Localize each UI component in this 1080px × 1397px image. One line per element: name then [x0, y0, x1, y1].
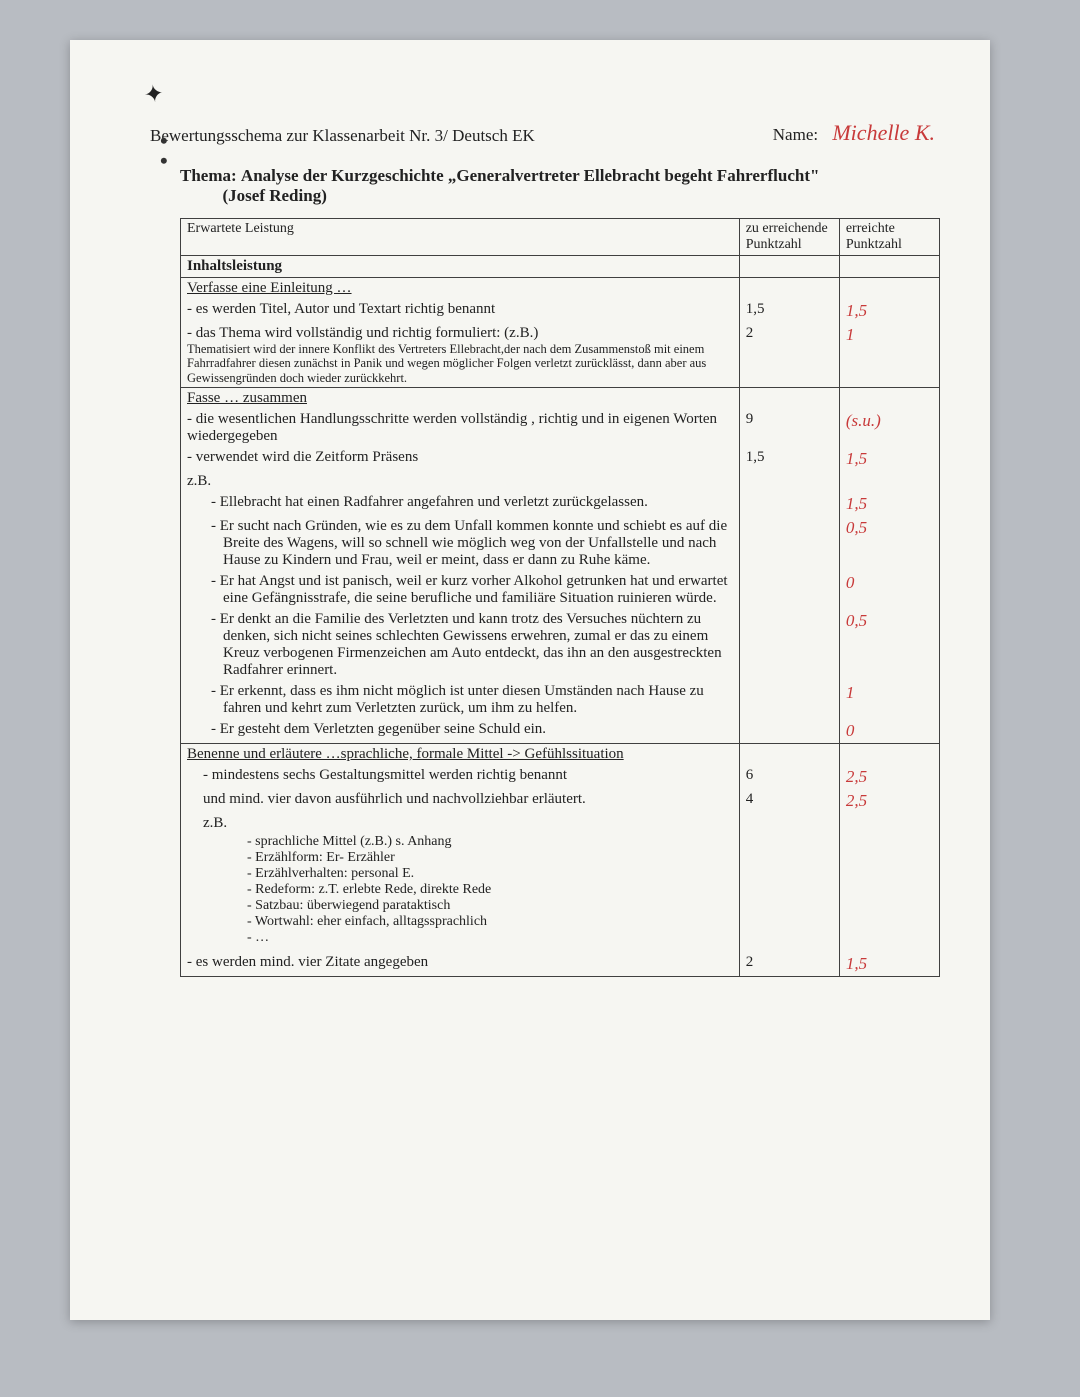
criterion-row: - die wesentlichen Handlungsschritte wer…	[181, 409, 940, 447]
criterion-text: - Ellebracht hat einen Radfahrer angefah…	[187, 494, 733, 511]
list-item: …	[247, 930, 733, 946]
criterion-row: - Er denkt an die Familie des Verletzten…	[181, 609, 940, 681]
example-label: z.B.	[187, 815, 733, 832]
section-row: Verfasse eine Einleitung …	[181, 278, 940, 300]
section-row: Fasse … zusammen	[181, 388, 940, 410]
criterion-row: - es werden Titel, Autor und Textart ric…	[181, 299, 940, 323]
max-points: 2	[739, 323, 839, 388]
header-row: Bewertungsschema zur Klassenarbeit Nr. 3…	[150, 120, 935, 146]
doc-title: Bewertungsschema zur Klassenarbeit Nr. 3…	[150, 126, 535, 146]
list-item: Wortwahl: eher einfach, alltagssprachlic…	[247, 914, 733, 930]
name-value: Michelle K.	[832, 120, 935, 145]
page: ✦ • • Bewertungsschema zur Klassenarbeit…	[70, 40, 990, 1320]
thema-author: (Josef Reding)	[223, 186, 327, 205]
rubric-table: Erwartete Leistung zu erreichende Punktz…	[180, 218, 940, 977]
criterion-row: und mind. vier davon ausführlich und nac…	[181, 789, 940, 813]
thema-block: Thema: Analyse der Kurzgeschichte „Gener…	[180, 166, 935, 206]
criterion-text: - Er hat Angst und ist panisch, weil er …	[187, 573, 733, 607]
corner-mark: ✦	[142, 79, 166, 111]
table-header-row: Erwartete Leistung zu erreichende Punktz…	[181, 219, 940, 256]
achieved-points: 1,5	[839, 299, 939, 323]
achieved-points: 0,5	[839, 516, 939, 571]
criterion-row: - Ellebracht hat einen Radfahrer angefah…	[181, 492, 940, 516]
section-row: Benenne und erläutere …sprachliche, form…	[181, 744, 940, 766]
list-item: Erzählverhalten: personal E.	[247, 866, 733, 882]
achieved-points: 1,5	[839, 447, 939, 471]
criterion-row: - mindestens sechs Gestaltungsmittel wer…	[181, 765, 940, 789]
criterion-row: - Er sucht nach Gründen, wie es zu dem U…	[181, 516, 940, 571]
criterion-row: - Er hat Angst und ist panisch, weil er …	[181, 571, 940, 609]
achieved-points: (s.u.)	[839, 409, 939, 447]
max-points: 1,5	[739, 299, 839, 323]
section-row: Inhaltsleistung	[181, 256, 940, 278]
criterion-row: - es werden mind. vier Zitate angegeben …	[181, 952, 940, 977]
criterion-text: und mind. vier davon ausführlich und nac…	[187, 791, 733, 808]
achieved-points: 1,5	[839, 952, 939, 977]
section-benenne: Benenne und erläutere …sprachliche, form…	[181, 744, 740, 766]
max-points: 6	[739, 765, 839, 789]
punch-hole-mark: •	[160, 148, 168, 174]
achieved-points: 0	[839, 719, 939, 744]
criterion-row: - Er gesteht dem Verletzten gegenüber se…	[181, 719, 940, 744]
thema-text: Analyse der Kurzgeschichte „Generalvertr…	[241, 166, 820, 185]
section-inhalt: Inhaltsleistung	[181, 256, 740, 278]
section-fasse: Fasse … zusammen	[181, 388, 740, 410]
col-desc-header: Erwartete Leistung	[181, 219, 740, 256]
example-label: z.B.	[181, 471, 740, 492]
max-points: 2	[739, 952, 839, 977]
max-points: 1,5	[739, 447, 839, 471]
list-item: Redeform: z.T. erlebte Rede, direkte Red…	[247, 882, 733, 898]
criterion-text: - verwendet wird die Zeitform Präsens	[181, 447, 740, 471]
achieved-points: 1	[839, 323, 939, 388]
list-item: Satzbau: überwiegend parataktisch	[247, 898, 733, 914]
col-got-header: erreichte Punktzahl	[839, 219, 939, 256]
criterion-text: - es werden Titel, Autor und Textart ric…	[181, 299, 740, 323]
achieved-points: 0,5	[839, 609, 939, 681]
example-row: z.B.	[181, 471, 940, 492]
achieved-points: 2,5	[839, 789, 939, 813]
list-item: sprachliche Mittel (z.B.) s. Anhang	[247, 834, 733, 850]
criterion-text: - Er gesteht dem Verletzten gegenüber se…	[187, 721, 733, 738]
criterion-text: - Er sucht nach Gründen, wie es zu dem U…	[187, 518, 733, 569]
achieved-points: 1	[839, 681, 939, 719]
example-row: z.B. sprachliche Mittel (z.B.) s. Anhang…	[181, 813, 940, 952]
criterion-row: - Er erkennt, dass es ihm nicht möglich …	[181, 681, 940, 719]
thema-label: Thema:	[180, 166, 237, 185]
criterion-subtext: Thematisiert wird der innere Konflikt de…	[187, 342, 733, 385]
achieved-points: 0	[839, 571, 939, 609]
list-item: Erzählform: Er- Erzähler	[247, 850, 733, 866]
bullet-list: sprachliche Mittel (z.B.) s. Anhang Erzä…	[247, 834, 733, 946]
max-points: 4	[739, 789, 839, 813]
criterion-text: - Er denkt an die Familie des Verletzten…	[187, 611, 733, 679]
criterion-row: - das Thema wird vollständig und richtig…	[181, 323, 940, 388]
achieved-points: 1,5	[839, 492, 939, 516]
name-block: Name: Michelle K.	[773, 120, 935, 146]
max-points: 9	[739, 409, 839, 447]
name-label: Name:	[773, 125, 818, 144]
criterion-text: - das Thema wird vollständig und richtig…	[181, 323, 740, 388]
criterion-text: - es werden mind. vier Zitate angegeben	[181, 952, 740, 977]
criterion-text: - Er erkennt, dass es ihm nicht möglich …	[187, 683, 733, 717]
criterion-row: - verwendet wird die Zeitform Präsens 1,…	[181, 447, 940, 471]
col-max-header: zu erreichende Punktzahl	[739, 219, 839, 256]
achieved-points: 2,5	[839, 765, 939, 789]
criterion-text: - die wesentlichen Handlungsschritte wer…	[181, 409, 740, 447]
criterion-text: - mindestens sechs Gestaltungsmittel wer…	[187, 767, 733, 784]
section-einleitung: Verfasse eine Einleitung …	[181, 278, 740, 300]
